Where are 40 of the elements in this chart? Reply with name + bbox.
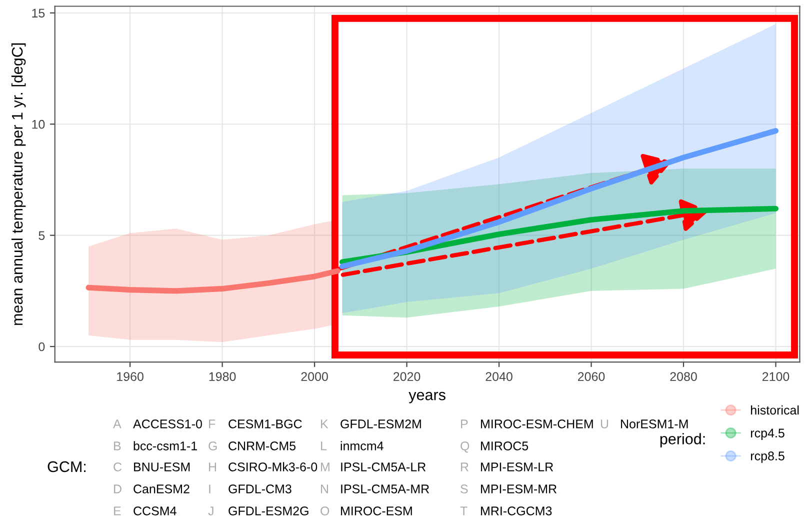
x-tick-label: 2060 (578, 372, 605, 381)
text: K GFDL-ESM2M (321, 420, 421, 428)
y-tick-label: 15 (32, 8, 45, 18)
text: B bcc-csm1-1 (114, 441, 197, 450)
text: N IPSL-CM5A-MR (321, 484, 430, 494)
x-tick-label: 2020 (394, 372, 420, 381)
text: Q MIROC5 (460, 442, 528, 453)
text: F CESM1-BGC (209, 420, 302, 428)
text: J GFDL-ESM2G (208, 506, 308, 516)
legend-title: period: (660, 433, 705, 448)
y-tick-label: 5 (38, 231, 45, 240)
text: R MPI-ESM-LR (461, 462, 554, 472)
text: I GFDL-CM3 (209, 484, 292, 494)
legend-label: rcp4.5 (750, 428, 784, 440)
text: A ACCESS1-0 (113, 420, 202, 428)
text: L inmcm4 (321, 441, 384, 450)
text: G CNRM-CM5 (208, 442, 296, 450)
x-tick-label: 2080 (670, 372, 697, 381)
text: D CanESM2 (114, 484, 190, 494)
x-tick-label: 1960 (117, 372, 144, 381)
x-tick-label: 2040 (486, 372, 512, 381)
text: U NorESM1-M (600, 420, 688, 428)
text: H CSIRO-Mk3-6-0 (209, 462, 318, 472)
text: GCM: (48, 461, 86, 472)
legend-label: historical (751, 405, 799, 415)
text: C BNU-ESM (114, 462, 190, 472)
y-axis-title: mean annual temperature per 1 yr. [degC] (11, 43, 26, 325)
text: P MIROC-ESM-CHEM (461, 420, 593, 428)
text: M IPSL-CM5A-LR (321, 462, 426, 472)
y-tick-label: 10 (32, 120, 45, 129)
legend-label: rcp8.5 (750, 452, 784, 463)
x-tick-label: 2100 (762, 372, 790, 381)
y-tick-label: 0 (38, 342, 45, 352)
text: T MRI-CGCM3 (460, 506, 552, 516)
text: S MPI-ESM-MR (460, 484, 556, 494)
x-axis-title: years (408, 392, 446, 404)
text: E CCSM4 (114, 506, 176, 516)
text: O MIROC-ESM (320, 506, 412, 516)
x-tick-label: 2000 (301, 372, 328, 381)
x-tick-label: 1980 (209, 372, 236, 381)
